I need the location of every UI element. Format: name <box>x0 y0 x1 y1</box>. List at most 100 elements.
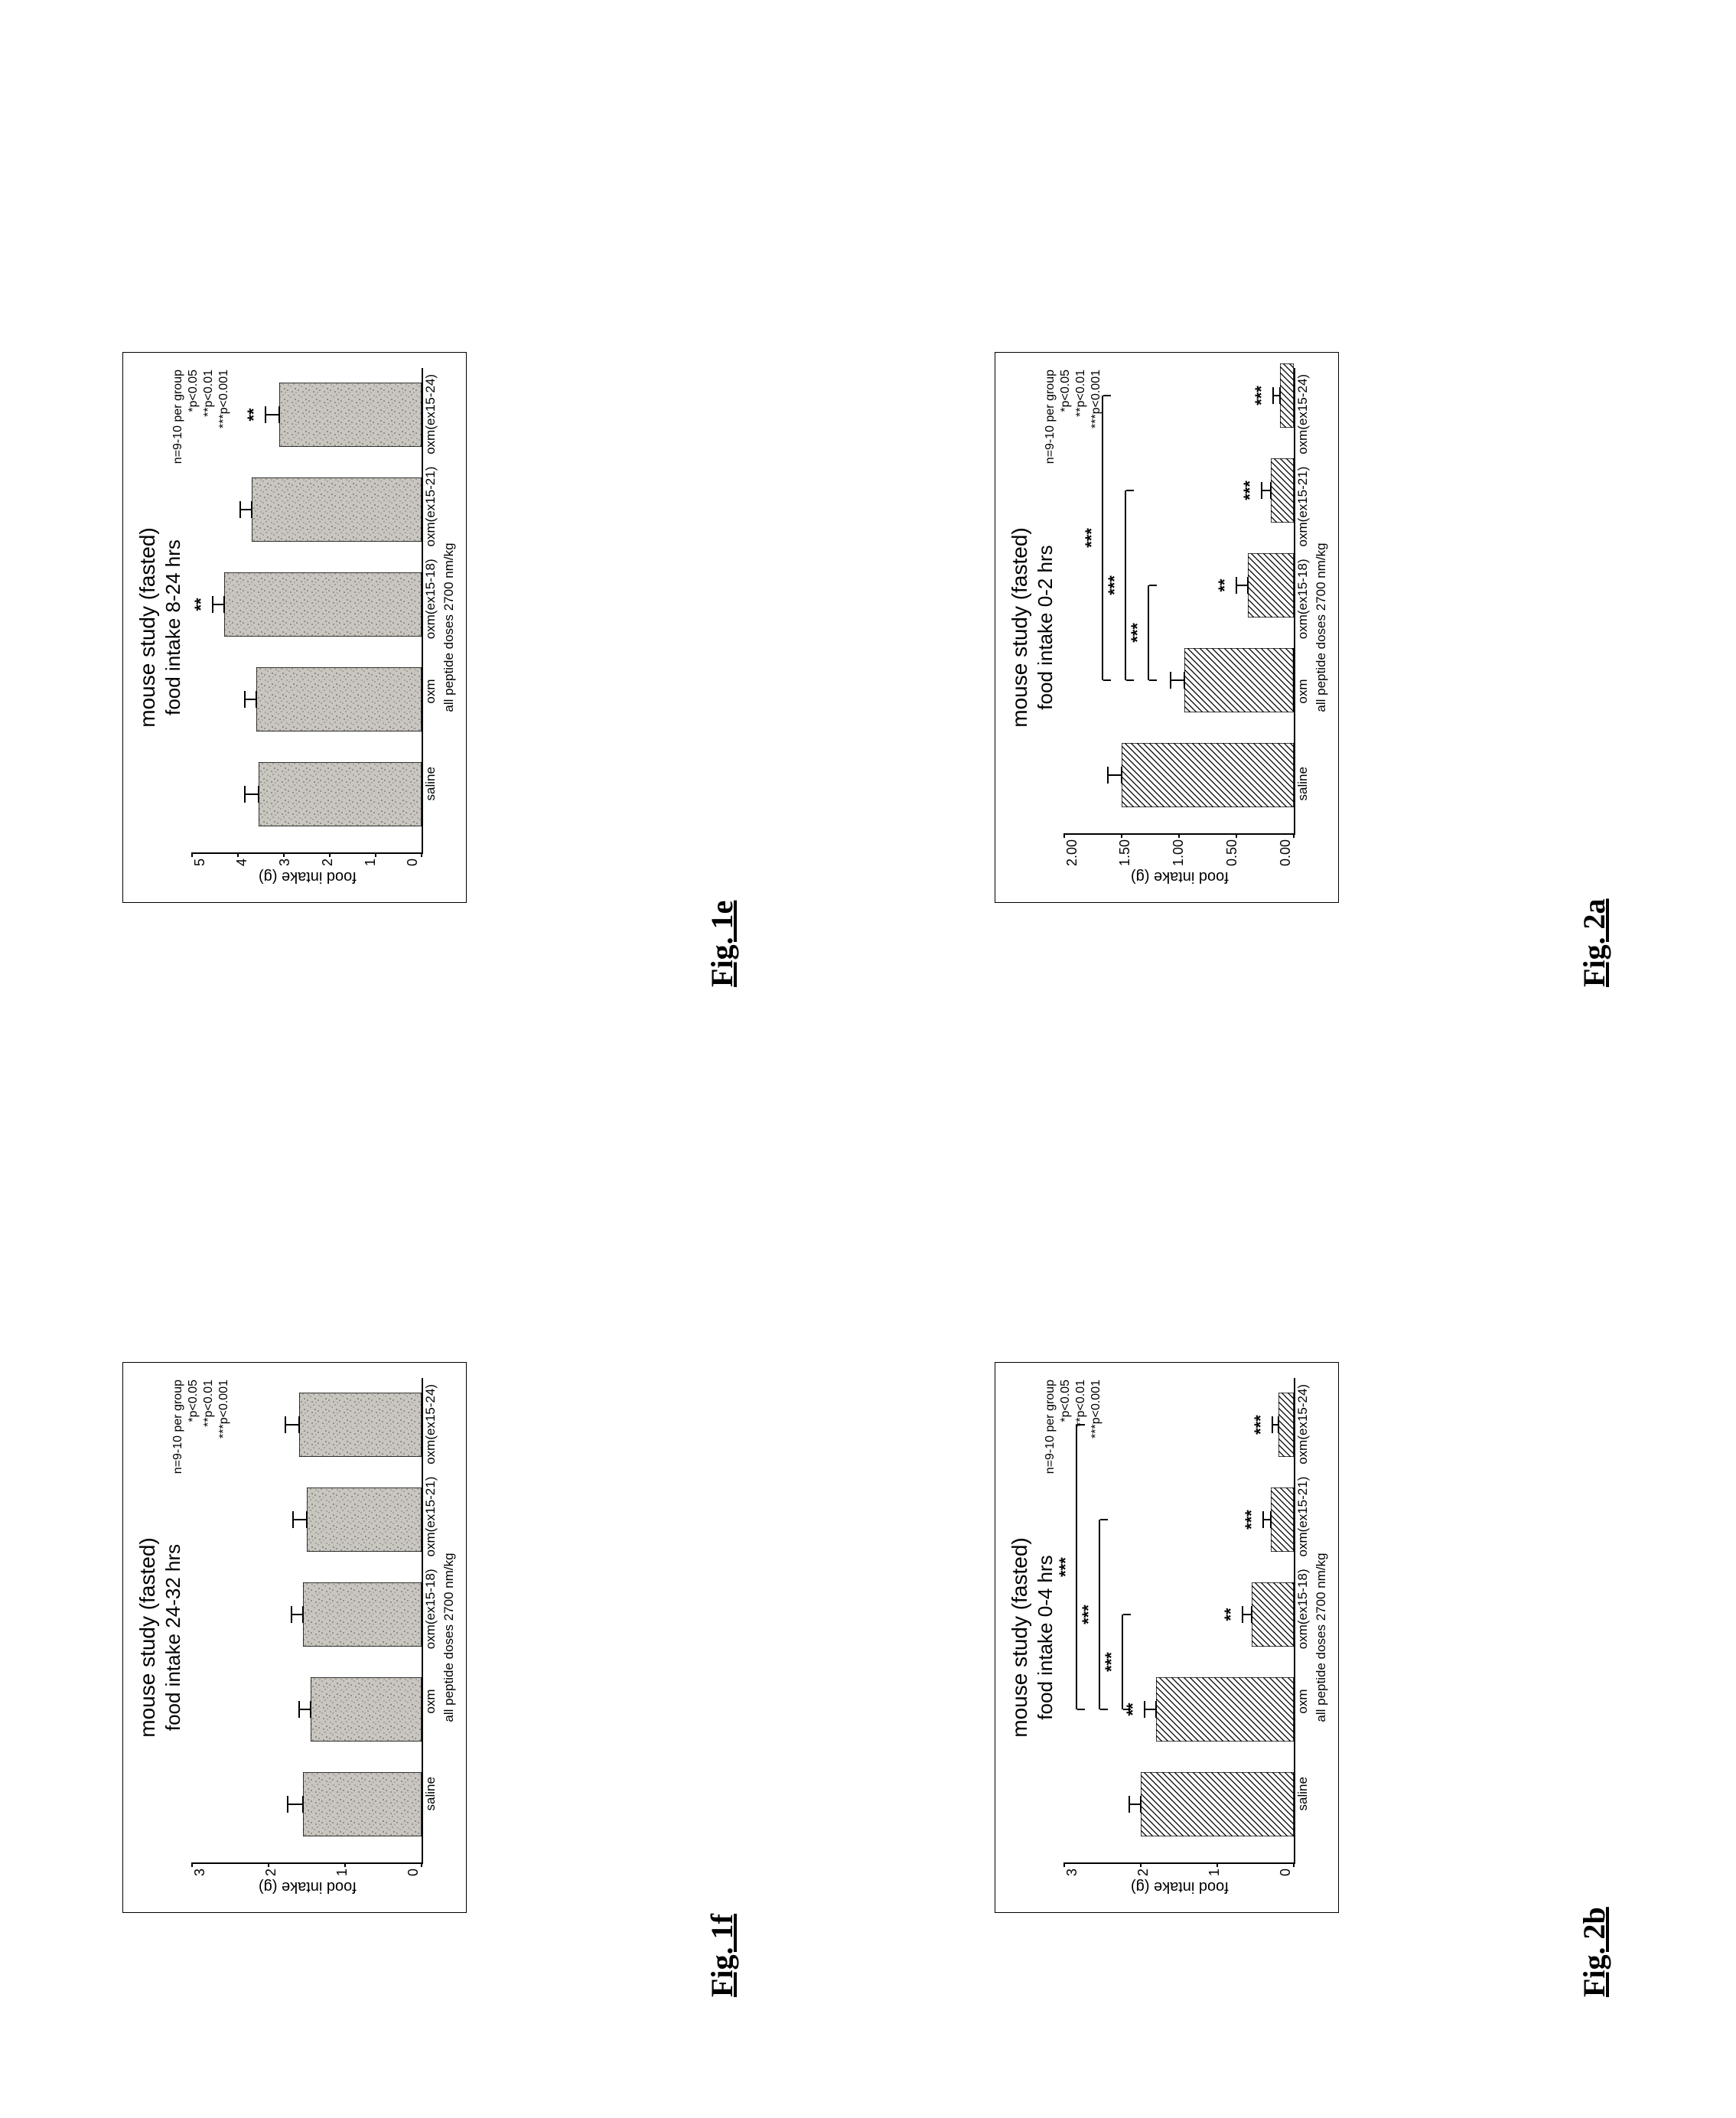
figure-label: Fig. 2a <box>1576 898 1612 987</box>
y-axis-label: food intake (g) <box>259 1876 357 1897</box>
error-cap <box>278 406 280 423</box>
y-tick: 1.50 <box>1117 839 1133 866</box>
y-tick: 5 <box>192 859 208 866</box>
chart-title-line1: mouse study (fasted) <box>134 368 161 887</box>
y-axis-label: food intake (g) <box>1131 866 1229 887</box>
y-tick-mark <box>1217 1862 1218 1867</box>
error-cap <box>251 501 252 518</box>
error-cap <box>1247 577 1249 594</box>
error-cap <box>239 501 241 518</box>
y-tick-mark <box>421 1862 422 1867</box>
error-cap <box>212 596 213 613</box>
y-tick-mark <box>421 852 422 857</box>
error-cap <box>244 691 246 708</box>
y-tick-mark <box>1236 833 1237 838</box>
figure-label: Fig. 1e <box>704 901 740 987</box>
error-bar <box>213 604 224 605</box>
error-cap <box>306 1511 308 1528</box>
legend-n: n=9-10 per group <box>1043 1380 1058 1474</box>
x-tick-label: oxm(ex15-24) <box>1295 368 1311 461</box>
x-tick-label: oxm(ex15-21) <box>1295 461 1311 553</box>
error-bar <box>288 1804 303 1805</box>
x-tick-label: saline <box>423 738 438 830</box>
error-cap <box>1278 1416 1279 1433</box>
chart-title-line1: mouse study (fasted) <box>134 1378 161 1897</box>
plot-area <box>192 1378 423 1864</box>
significance-bracket <box>1099 1520 1100 1709</box>
significance-bracket-drop <box>1123 1614 1131 1615</box>
significance-bracket-drop <box>1149 585 1157 586</box>
y-tick: 0.00 <box>1278 839 1294 866</box>
bar <box>311 1677 422 1742</box>
legend-n: n=9-10 per group <box>1043 370 1058 464</box>
error-cap <box>1140 1796 1142 1813</box>
error-cap <box>1262 1511 1264 1528</box>
error-cap <box>1279 387 1281 404</box>
y-tick-mark <box>268 1862 269 1867</box>
error-cap <box>1107 767 1109 784</box>
significance-bracket-label: *** <box>1105 562 1125 608</box>
chart-panel-fig1e: mouse study (fasted)food intake 8-24 hrs… <box>122 352 467 903</box>
significance-bracket <box>1076 1425 1077 1709</box>
error-cap <box>256 691 257 708</box>
x-tick-label: saline <box>1295 1748 1311 1840</box>
bar <box>259 762 422 826</box>
x-tick-label: oxm(ex15-18) <box>1295 1562 1311 1655</box>
significance-bracket-drop <box>1126 490 1134 491</box>
legend-n: n=9-10 per group <box>171 370 186 464</box>
significance-bracket-label: *** <box>1079 1592 1099 1637</box>
error-bar <box>1145 1709 1156 1710</box>
y-tick-mark <box>1293 1862 1295 1867</box>
y-axis-label: food intake (g) <box>259 866 357 887</box>
x-tick-label: saline <box>423 1748 438 1840</box>
x-tick-label: oxm(ex15-18) <box>423 1562 438 1655</box>
significance-bracket-drop <box>1100 1709 1108 1710</box>
error-bar <box>293 1519 307 1520</box>
x-axis-labels: salineoxmoxm(ex15-18)oxm(ex15-21)oxm(ex1… <box>1295 368 1311 887</box>
dose-footnote: all peptide doses 2700 nm/kg <box>441 368 457 887</box>
error-cap <box>1270 1511 1272 1528</box>
bar <box>1280 363 1294 428</box>
significance-label: ** <box>1215 562 1235 608</box>
y-axis-label: food intake (g) <box>1131 1876 1229 1897</box>
bar <box>1271 1487 1294 1552</box>
error-bar <box>1236 585 1248 586</box>
figure-label: Fig. 1f <box>704 1914 740 1997</box>
error-cap <box>1144 1701 1145 1718</box>
significance-label: *** <box>1251 1402 1271 1448</box>
error-cap <box>1121 767 1122 784</box>
x-tick-label: saline <box>1295 738 1311 830</box>
error-bar <box>292 1614 303 1615</box>
y-tick: 1.00 <box>1171 839 1187 866</box>
error-cap <box>1272 1416 1273 1433</box>
y-tick: 0 <box>1278 1869 1294 1876</box>
x-tick-label: oxm(ex15-24) <box>1295 1378 1311 1471</box>
x-tick-label: oxm <box>423 645 438 738</box>
x-tick-label: oxm(ex15-18) <box>423 552 438 645</box>
x-tick-label: oxm <box>423 1655 438 1748</box>
x-tick-label: oxm(ex15-21) <box>423 1471 438 1563</box>
error-cap <box>258 786 259 803</box>
error-cap <box>1251 1606 1252 1623</box>
significance-bracket <box>1148 585 1149 680</box>
significance-bracket <box>1125 490 1126 680</box>
bar <box>307 1487 422 1552</box>
y-tick: 2 <box>1135 1869 1151 1876</box>
y-tick: 1 <box>1207 1869 1223 1876</box>
y-tick: 1 <box>363 859 379 866</box>
figure-label: Fig. 2b <box>1576 1907 1612 1997</box>
significance-bracket-drop <box>1077 1424 1085 1426</box>
chart-panel-fig1f: mouse study (fasted)food intake 24-32 hr… <box>122 1362 467 1913</box>
x-tick-label: oxm(ex15-18) <box>1295 552 1311 645</box>
significance-bracket-drop <box>1077 1709 1085 1710</box>
y-tick-mark <box>1178 833 1180 838</box>
bar <box>1156 1677 1294 1742</box>
bar <box>279 383 422 447</box>
y-tick: 0.50 <box>1224 839 1240 866</box>
chart-title-line1: mouse study (fasted) <box>1006 368 1033 887</box>
bar <box>1122 743 1294 807</box>
x-tick-label: oxm <box>1295 1655 1311 1748</box>
error-cap <box>287 1796 288 1813</box>
x-tick-label: oxm <box>1295 645 1311 738</box>
y-tick-mark <box>329 852 331 857</box>
